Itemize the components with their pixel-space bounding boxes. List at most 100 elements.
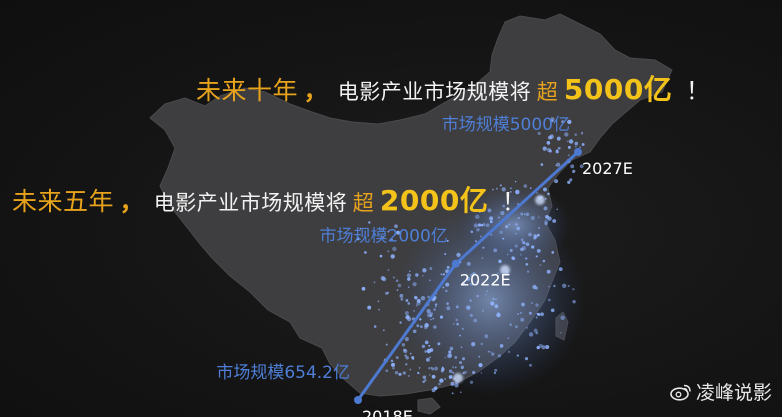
city-light-dot xyxy=(441,367,445,371)
city-light-dot xyxy=(396,230,401,235)
city-light-dot xyxy=(442,286,445,289)
city-light-dot xyxy=(548,285,550,288)
city-light-dot xyxy=(475,281,479,285)
city-light-dot xyxy=(496,272,499,275)
city-light-dot xyxy=(535,331,539,335)
city-light-dot xyxy=(406,273,412,278)
city-light-dot xyxy=(460,346,463,349)
city-light-dot xyxy=(459,334,461,337)
city-light-dot xyxy=(368,221,371,224)
city-light-dot xyxy=(551,251,555,254)
headline-exclaim: ！ xyxy=(501,188,527,216)
city-light-dot xyxy=(461,367,463,369)
headline-lead-text: 未来十年 xyxy=(196,76,299,105)
data-value-label: 市场规模654.2亿 xyxy=(216,363,350,383)
city-light-dot xyxy=(413,310,415,312)
city-light-dot xyxy=(548,149,552,153)
city-light-dot xyxy=(537,131,541,136)
city-light-dot xyxy=(425,357,430,362)
city-light-dot xyxy=(556,149,559,152)
city-light-dot xyxy=(394,224,398,229)
weibo-watermark: 凌峰说影 xyxy=(670,378,772,405)
city-light-dot xyxy=(524,356,529,361)
data-point xyxy=(451,259,460,268)
city-light-dot xyxy=(489,216,494,221)
city-light-dot xyxy=(426,309,431,314)
city-light-dot xyxy=(416,324,420,328)
city-light-dot xyxy=(399,321,402,324)
city-light-dot xyxy=(424,379,427,382)
city-light-dot xyxy=(501,187,506,192)
city-light-dot xyxy=(508,223,511,226)
city-light-dot xyxy=(528,332,534,337)
city-light-dot xyxy=(535,316,538,319)
city-light-dot xyxy=(497,354,501,358)
city-light-dot xyxy=(535,195,545,205)
city-light-dot xyxy=(395,356,399,360)
city-light-dot xyxy=(382,277,387,282)
city-light-dot xyxy=(381,229,384,231)
city-light-dot xyxy=(536,248,541,253)
city-light-dot xyxy=(418,367,421,369)
city-light-dot xyxy=(531,302,533,304)
city-light-dot xyxy=(557,146,561,150)
city-light-dot xyxy=(478,210,481,213)
city-light-dot xyxy=(572,288,575,291)
city-light-dot xyxy=(500,265,510,275)
city-light-dot xyxy=(523,184,528,188)
city-light-dot xyxy=(382,236,385,239)
city-light-dot xyxy=(395,279,399,283)
city-light-dot xyxy=(390,362,396,367)
city-light-dot xyxy=(525,262,529,266)
city-light-dot xyxy=(521,246,527,251)
city-light-dot xyxy=(427,295,430,299)
city-light-dot xyxy=(540,312,544,316)
city-light-dot xyxy=(489,351,492,353)
city-light-dot xyxy=(409,352,412,355)
city-light-dot xyxy=(461,327,464,330)
headline-exclaim: ！ xyxy=(685,77,711,105)
city-light-dot xyxy=(446,302,449,305)
city-light-dot xyxy=(486,290,489,293)
city-light-dot xyxy=(476,294,479,298)
city-light-dot xyxy=(404,337,409,342)
city-light-dot xyxy=(429,267,433,270)
city-light-dot xyxy=(442,273,446,276)
city-light-dot xyxy=(520,312,522,314)
city-light-dot xyxy=(477,223,482,227)
city-light-dot xyxy=(357,238,360,241)
city-light-dot xyxy=(473,223,479,228)
city-light-dot xyxy=(572,169,576,173)
city-light-dot xyxy=(426,348,432,354)
city-light-dot xyxy=(552,219,557,223)
city-light-dot xyxy=(390,359,394,363)
city-light-dot xyxy=(405,315,410,320)
city-light-dot xyxy=(390,254,395,259)
data-value-label: 市场规模5000亿 xyxy=(442,115,570,135)
city-light-dot xyxy=(544,221,548,226)
city-light-dot xyxy=(428,374,431,376)
city-light-dot xyxy=(523,213,526,216)
city-light-dot xyxy=(519,253,522,256)
city-light-dot xyxy=(574,133,577,136)
city-light-dot xyxy=(520,238,524,242)
city-light-dot xyxy=(378,308,380,311)
city-light-dot xyxy=(470,283,474,286)
city-light-dot xyxy=(453,373,463,383)
city-light-dot xyxy=(449,346,454,351)
city-light-dot xyxy=(422,380,425,383)
city-light-dot xyxy=(499,230,503,235)
city-light-dot xyxy=(454,355,458,359)
city-light-dot xyxy=(452,366,455,369)
city-light-dot xyxy=(499,184,502,187)
city-light-dot xyxy=(429,356,431,358)
data-point xyxy=(354,396,362,404)
city-light-dot xyxy=(490,301,495,306)
city-light-dot xyxy=(434,366,439,371)
city-light-dot xyxy=(476,227,480,232)
city-light-dot xyxy=(568,139,574,144)
city-light-dot xyxy=(466,261,471,266)
city-light-dot xyxy=(507,350,511,353)
